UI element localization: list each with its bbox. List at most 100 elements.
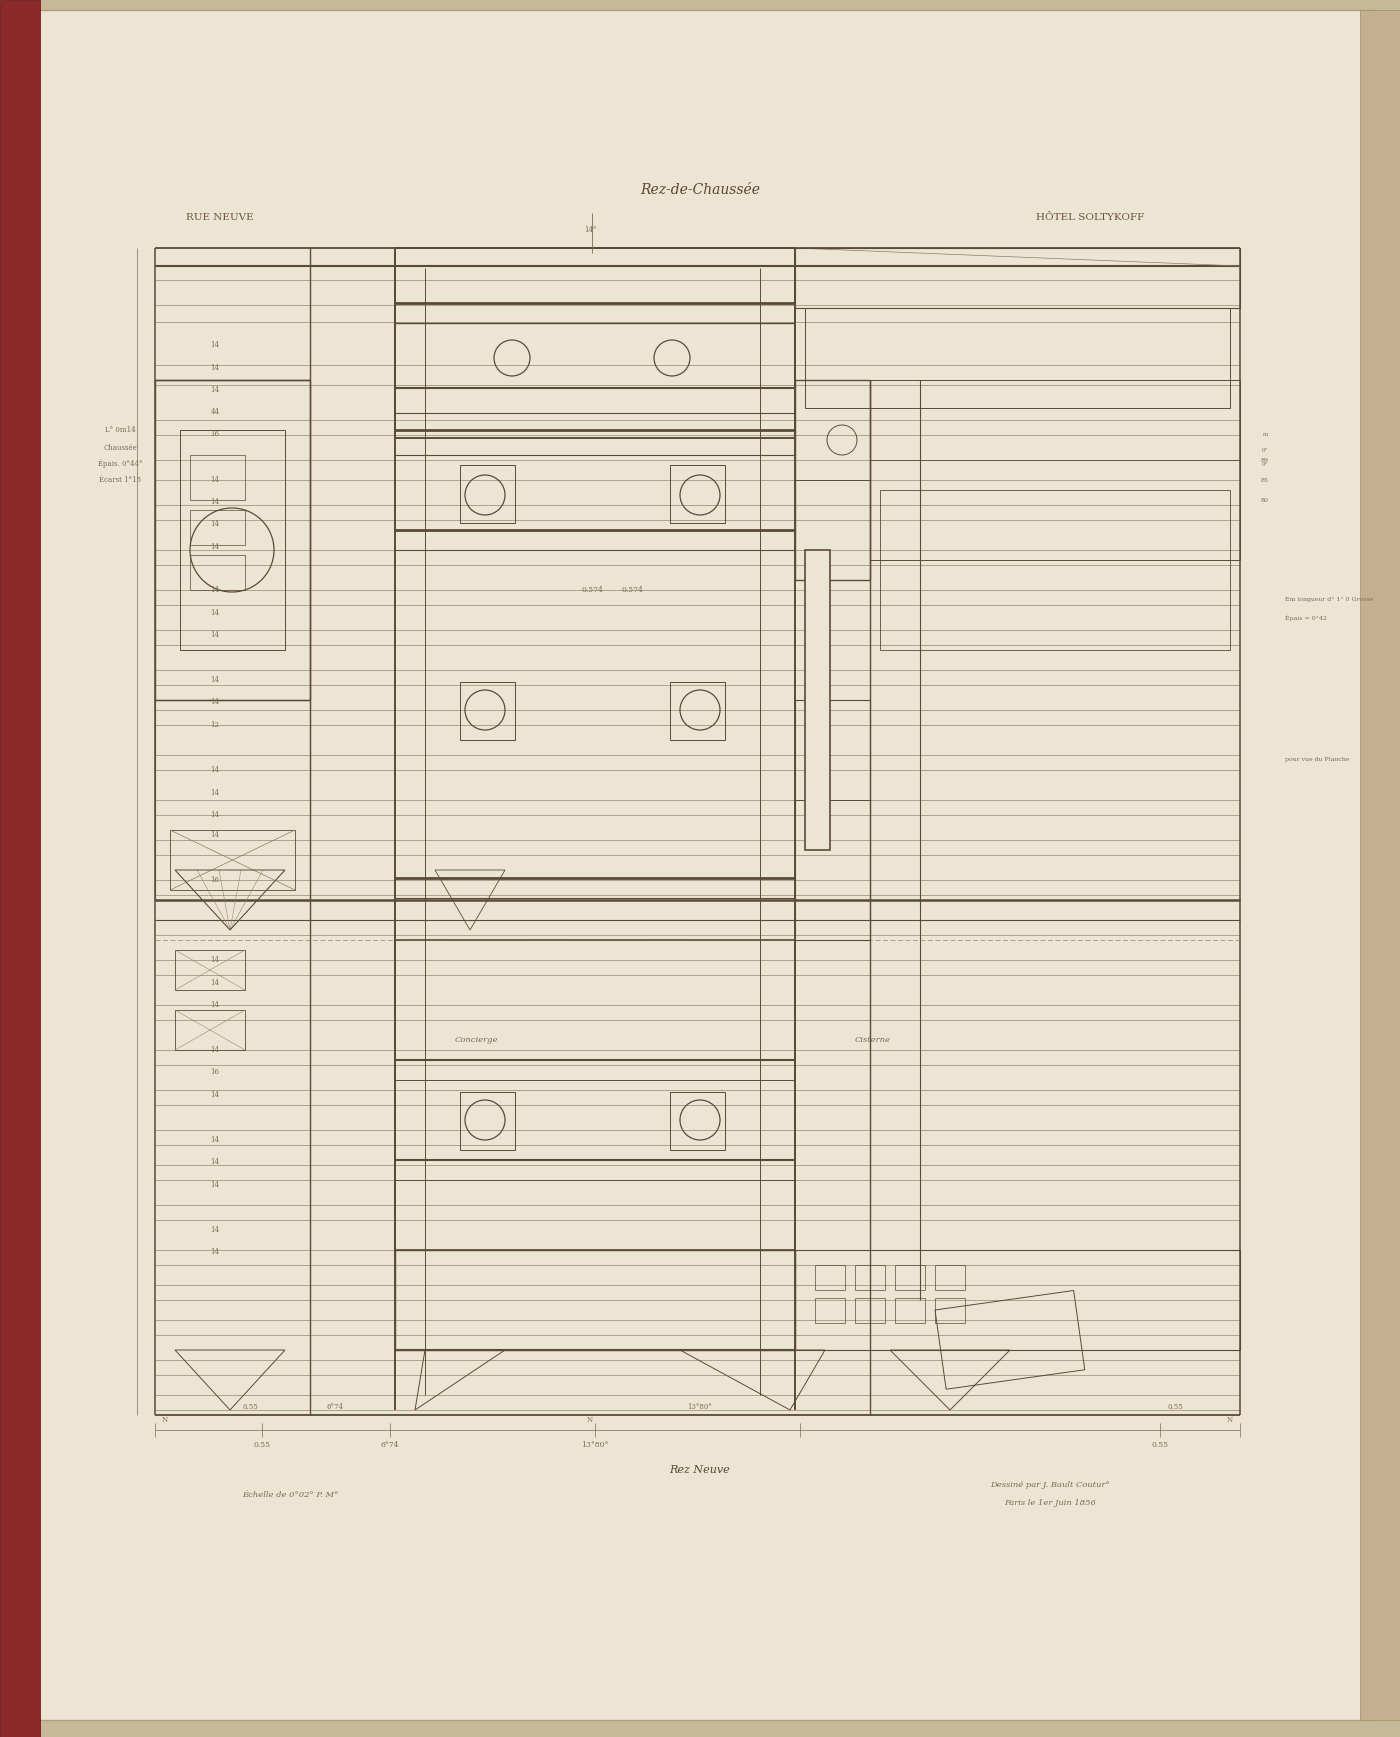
Text: 14: 14 [210,698,220,705]
Text: 12: 12 [210,721,220,730]
Text: 80: 80 [1261,497,1268,502]
Text: Épais. 0°44°: Épais. 0°44° [98,460,143,469]
Text: 14: 14 [210,766,220,775]
Text: N: N [1226,1416,1233,1424]
Bar [0,0,41,1737]
Bar [795,700,869,940]
Text: 14: 14 [210,1046,220,1054]
Text: 14: 14 [210,955,220,964]
Text: 14: 14 [210,386,220,394]
Bar [935,1298,965,1324]
Text: 89: 89 [1261,457,1268,462]
Bar [395,248,795,438]
Bar [935,1265,965,1291]
Bar [671,683,725,740]
Text: 14: 14 [210,610,220,617]
Text: 14: 14 [210,1181,220,1190]
Text: 44: 44 [210,408,220,415]
Bar [881,490,1231,650]
Text: 14: 14 [210,830,220,839]
Text: 14: 14 [210,811,220,820]
Bar [855,1298,885,1324]
Text: 14: 14 [210,365,220,372]
Text: 14: 14 [210,1226,220,1233]
Text: Rez Neuve: Rez Neuve [669,1464,731,1475]
Bar [155,700,309,900]
Text: 14: 14 [210,631,220,639]
Bar [175,950,245,990]
Text: Épais = 0°42: Épais = 0°42 [1285,615,1327,622]
Text: pour vue du Planche: pour vue du Planche [1285,757,1350,763]
Text: 14: 14 [210,980,220,987]
Text: Chaussée: Chaussée [104,445,137,452]
Text: 14: 14 [210,1136,220,1145]
Text: 14: 14 [210,585,220,594]
Text: 14: 14 [210,476,220,485]
Bar [181,431,286,650]
Text: 0.55: 0.55 [242,1403,258,1410]
Bar [671,1093,725,1150]
Text: 0.574: 0.574 [622,585,643,594]
Text: 14: 14 [210,499,220,505]
Bar [169,830,295,889]
Text: 16: 16 [210,875,220,884]
Text: HÔTEL SOLTYKOFF: HÔTEL SOLTYKOFF [1036,214,1144,222]
Bar [815,1265,846,1291]
Text: 14: 14 [210,519,220,528]
Text: N: N [162,1416,168,1424]
Bar [895,1298,925,1324]
Bar [461,1093,515,1150]
Bar [461,466,515,523]
Text: Cisterne: Cisterne [855,1035,890,1044]
Text: 0.55: 0.55 [1151,1442,1169,1449]
Text: Paris le 1er Juin 1856: Paris le 1er Juin 1856 [1004,1499,1096,1508]
Text: 14: 14 [210,676,220,684]
Text: 13°80°: 13°80° [687,1403,713,1410]
Bar [461,683,515,740]
Bar [895,1265,925,1291]
Text: RUE NEUVE: RUE NEUVE [186,214,253,222]
Text: 0.55: 0.55 [1168,1403,1183,1410]
Bar [190,556,245,591]
Bar [935,1291,1085,1390]
Bar [869,380,1240,559]
Bar [805,307,1231,408]
Text: 14°: 14° [584,226,596,234]
Text: 16: 16 [210,431,220,438]
Text: 14: 14 [210,789,220,797]
Text: 6°74: 6°74 [381,1442,399,1449]
Text: Dessiné par J. Bault Coutur°: Dessiné par J. Bault Coutur° [990,1482,1110,1489]
Text: L° 0m14: L° 0m14 [105,426,136,434]
Bar [395,940,795,1251]
Text: 85: 85 [1261,478,1268,483]
Text: 14: 14 [210,544,220,551]
Bar [815,1298,846,1324]
Text: Em longueur d° 1° 0 Grosse: Em longueur d° 1° 0 Grosse [1285,598,1373,603]
Text: 0°: 0° [1261,448,1268,453]
Bar [805,551,830,849]
Text: 0.55: 0.55 [253,1442,270,1449]
Text: 0°: 0° [1261,462,1268,467]
Text: 13°80°: 13°80° [581,1442,609,1449]
Bar [155,380,309,700]
Text: N: N [587,1416,594,1424]
Bar [395,1251,795,1350]
Text: Rez-de-Chaussée: Rez-de-Chaussée [640,182,760,196]
Text: 14: 14 [210,1247,220,1256]
Text: 14: 14 [210,340,220,349]
Bar [190,455,245,500]
Text: Concierge: Concierge [455,1035,498,1044]
Text: 14: 14 [210,1091,220,1100]
Text: 14: 14 [210,1159,220,1166]
Bar [671,466,725,523]
Bar [795,1251,1240,1350]
Text: 0.574: 0.574 [581,585,603,594]
Text: 14: 14 [210,1001,220,1009]
Bar [190,511,245,545]
Bar [795,380,869,580]
Bar [175,1009,245,1049]
Bar [855,1265,885,1291]
Bar [1359,10,1400,1720]
Text: 16: 16 [210,1068,220,1075]
Text: 6°74: 6°74 [326,1403,343,1410]
